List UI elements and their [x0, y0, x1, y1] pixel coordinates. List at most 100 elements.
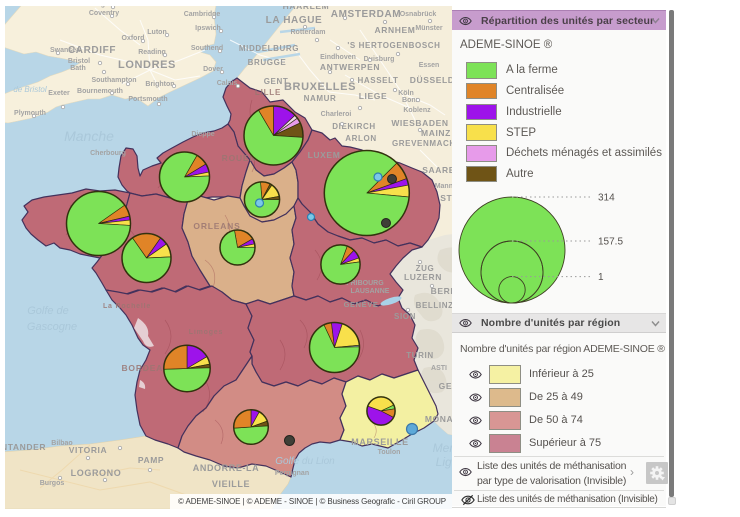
map-label: Charleroi — [321, 111, 352, 118]
legend-label: Déchets ménagés et assimilés — [506, 147, 662, 160]
legend-swatch — [489, 365, 521, 384]
chevron-down-icon[interactable] — [650, 318, 661, 329]
pie-hauts-de-france[interactable] — [243, 105, 304, 166]
map-label: Burgos — [40, 480, 65, 487]
pie-bourgogne-franche-comte[interactable] — [320, 244, 361, 285]
divider — [454, 490, 664, 491]
marker-dot-dark[interactable] — [381, 218, 391, 228]
map-label: Bristol — [68, 58, 90, 65]
chevron-down-icon[interactable] — [650, 15, 661, 26]
map-label: GREVENMACHER — [392, 139, 468, 148]
map-label: 'S HERTOGENBOSCH — [347, 41, 440, 50]
map-label: AMSTERDAM — [331, 9, 401, 20]
visibility-off-eye-icon[interactable] — [461, 494, 475, 506]
map-label: Golfe de — [27, 305, 69, 317]
map-label: DIEKIRCH — [332, 122, 375, 131]
pie-grand-est[interactable] — [323, 149, 411, 237]
map-label: VITORIA — [69, 445, 108, 455]
pie-auvergne-rhone-alpes[interactable] — [308, 321, 361, 374]
map-label: LILLE — [255, 88, 281, 97]
town-dot — [102, 477, 108, 483]
pie-paca[interactable] — [366, 396, 396, 426]
section-header-repartition[interactable]: Répartition des unités par secteur — [452, 10, 666, 30]
marker-dot-dark[interactable] — [387, 174, 397, 184]
roads-north — [59, 7, 446, 171]
map-label: Ipswich — [195, 25, 221, 32]
town-dot — [235, 83, 241, 89]
map-label: La Rochelle — [103, 303, 151, 310]
map-label: NAMUR — [304, 94, 337, 103]
pie-nouvelle-aquitaine[interactable] — [163, 344, 211, 393]
map-label: BORDEAUX — [121, 363, 176, 373]
legend-swatch — [466, 62, 497, 79]
map-label: Plymouth — [14, 110, 46, 117]
sector-legend-item: Centralisée — [466, 82, 662, 100]
town-dot — [110, 6, 116, 10]
marker-dot-cyan[interactable] — [306, 212, 316, 222]
map-label: Bilbao — [51, 440, 72, 447]
town-dot — [97, 60, 103, 66]
map-labels: BirminghamCoventryCambridgeIpswichLutonO… — [5, 6, 475, 489]
marker-dot-blue[interactable] — [405, 422, 419, 436]
size-legend-value: 1 — [598, 272, 604, 283]
marker-dot-cyan[interactable] — [373, 172, 383, 182]
legend-source-label: Nombre d'unités par région ADEME-SINOE ® — [460, 343, 665, 355]
visibility-eye-icon[interactable] — [469, 438, 482, 449]
town-dot — [417, 259, 423, 265]
map-label: Bonn — [402, 97, 420, 104]
map-label: Perpignan — [275, 470, 309, 477]
gear-icon — [650, 466, 665, 481]
panel-scrollbar-stub[interactable] — [667, 497, 676, 505]
sector-legend: A la ferme Centralisée Industrielle STEP Déc… — [466, 62, 662, 187]
marker-dot-cyan[interactable] — [254, 198, 265, 208]
map-label: GENT — [264, 77, 289, 86]
layer-item-valorisation[interactable]: Liste des unités de méthanisation par ty… — [452, 458, 668, 490]
map-label: LAUSANNE — [351, 288, 390, 295]
town-dot — [101, 69, 107, 75]
map-label: MAINZ — [421, 128, 451, 138]
layer-item-liste[interactable]: Liste des unités de méthanisation (Invis… — [452, 493, 666, 508]
visibility-eye-icon[interactable] — [469, 369, 482, 380]
pie-normandie[interactable] — [158, 151, 211, 203]
map-markers[interactable] — [31, 6, 435, 483]
marker-dot-dark[interactable] — [284, 435, 295, 446]
map-label: LOGRONO — [71, 468, 122, 478]
divider — [454, 456, 664, 457]
visibility-eye-icon[interactable] — [459, 16, 472, 26]
section-title: Répartition des unités par secteur — [481, 14, 655, 27]
pie-centre-val-de-loire[interactable] — [219, 229, 256, 266]
pie-charts[interactable] — [65, 105, 411, 446]
size-legend-circle — [480, 240, 544, 304]
map-label: Luton — [147, 29, 166, 36]
map-label: WIESBADEN — [391, 118, 448, 128]
map-label: BELLINZO — [416, 301, 461, 310]
choropleth-legend-item: Inférieur à 25 — [452, 365, 601, 384]
size-legend-value: 157.5 — [598, 237, 623, 248]
map-attribution: © ADEME-SINOE | © ADEME - SINOE | © Busi… — [170, 494, 454, 509]
sector-legend-item: Déchets ménagés et assimilés — [466, 145, 662, 162]
pie-bretagne[interactable] — [65, 190, 132, 257]
pie-occitanie[interactable] — [232, 408, 270, 446]
legend-swatch — [489, 411, 521, 430]
visibility-eye-icon[interactable] — [469, 392, 482, 403]
visibility-eye-icon[interactable] — [459, 467, 472, 477]
town-dot — [164, 32, 170, 38]
panel-scrollbar[interactable] — [669, 10, 674, 497]
layer-settings-button[interactable] — [646, 462, 668, 484]
map-label: Dieppe — [191, 131, 214, 138]
section-header-nombre[interactable]: Nombre d'unités par région — [452, 313, 666, 333]
map-label: ASTI — [431, 365, 447, 372]
chevron-right-icon[interactable]: › — [630, 465, 634, 479]
map-label: Southampton — [91, 77, 136, 84]
visibility-eye-icon[interactable] — [469, 415, 482, 426]
map-label: HASSELT — [358, 76, 399, 85]
map-label: LA HAGUE — [266, 15, 323, 26]
map-label: Osnabrück — [400, 11, 437, 18]
visibility-eye-icon[interactable] — [459, 318, 472, 328]
map-label: Cherbourg — [90, 150, 126, 157]
legend-panel: Répartition des unités par secteur ADEME… — [452, 6, 676, 509]
layer-label: Liste des unités de méthanisation (Invis… — [477, 494, 658, 505]
pie-pays-de-la-loire[interactable] — [121, 232, 172, 284]
town-dot — [339, 121, 345, 127]
